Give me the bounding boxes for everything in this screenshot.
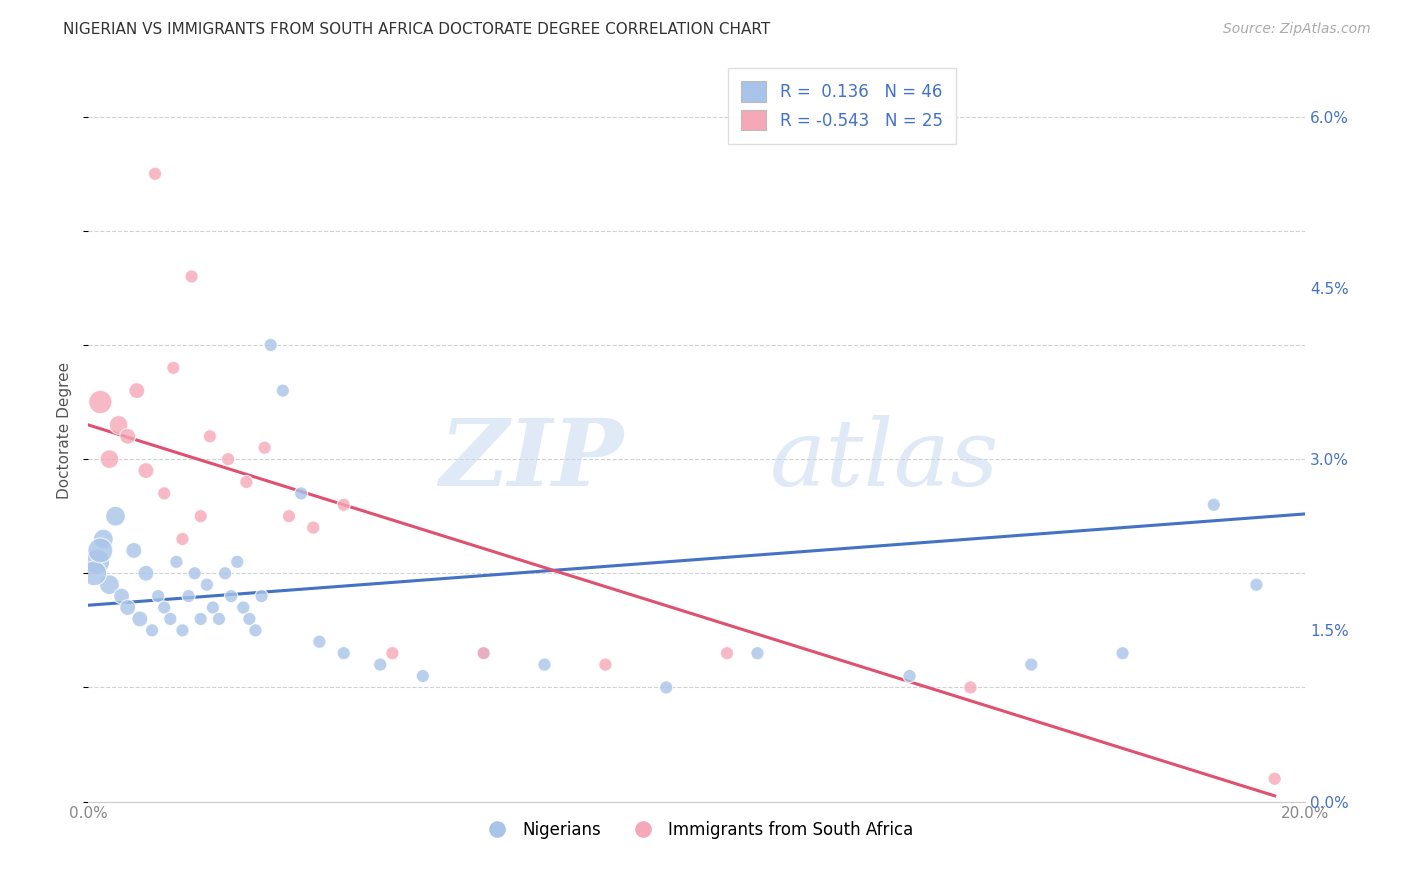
Point [214,566,236,581]
Point [162,360,184,375]
Text: ZIP: ZIP [439,416,624,505]
Point [198,429,221,443]
Point [125,384,148,398]
Point [141,624,163,638]
Point [302,520,325,534]
Point [128,612,150,626]
Point [260,338,283,352]
Point [104,509,127,524]
Point [201,600,224,615]
Point [271,384,294,398]
Text: NIGERIAN VS IMMIGRANTS FROM SOUTH AFRICA DOCTORATE DEGREE CORRELATION CHART: NIGERIAN VS IMMIGRANTS FROM SOUTH AFRICA… [63,22,770,37]
Text: Source: ZipAtlas.com: Source: ZipAtlas.com [1223,22,1371,37]
Point [135,464,157,478]
Point [195,577,218,591]
Point [253,441,276,455]
Point [190,509,212,524]
Point [172,532,194,546]
Point [412,669,434,683]
Point [1019,657,1042,672]
Point [107,417,129,432]
Point [472,646,495,660]
Point [368,657,391,672]
Point [98,577,121,591]
Point [716,646,738,660]
Point [172,624,194,638]
Point [110,589,132,603]
Point [83,566,105,581]
Point [381,646,404,660]
Point [98,452,121,467]
Point [165,555,187,569]
Y-axis label: Doctorate Degree: Doctorate Degree [58,362,72,500]
Point [1202,498,1225,512]
Point [959,681,981,695]
Point [232,600,254,615]
Point [655,681,678,695]
Text: atlas: atlas [769,416,1000,505]
Point [93,532,115,546]
Point [472,646,495,660]
Point [208,612,231,626]
Legend: Nigerians, Immigrants from South Africa: Nigerians, Immigrants from South Africa [474,814,920,846]
Point [1111,646,1133,660]
Point [153,486,176,500]
Point [1246,577,1268,591]
Point [159,612,181,626]
Point [332,498,354,512]
Point [89,395,111,409]
Point [180,269,202,284]
Point [238,612,260,626]
Point [226,555,249,569]
Point [595,657,617,672]
Point [235,475,257,489]
Point [143,167,166,181]
Point [117,600,139,615]
Point [190,612,212,626]
Point [290,486,312,500]
Point [1264,772,1286,786]
Point [122,543,145,558]
Point [219,589,242,603]
Point [177,589,200,603]
Point [146,589,169,603]
Point [183,566,205,581]
Point [747,646,769,660]
Point [217,452,239,467]
Point [898,669,921,683]
Point [250,589,273,603]
Point [89,543,111,558]
Point [117,429,139,443]
Point [533,657,555,672]
Point [332,646,354,660]
Point [278,509,301,524]
Point [245,624,267,638]
Point [86,555,108,569]
Point [153,600,176,615]
Point [135,566,157,581]
Point [308,634,330,648]
